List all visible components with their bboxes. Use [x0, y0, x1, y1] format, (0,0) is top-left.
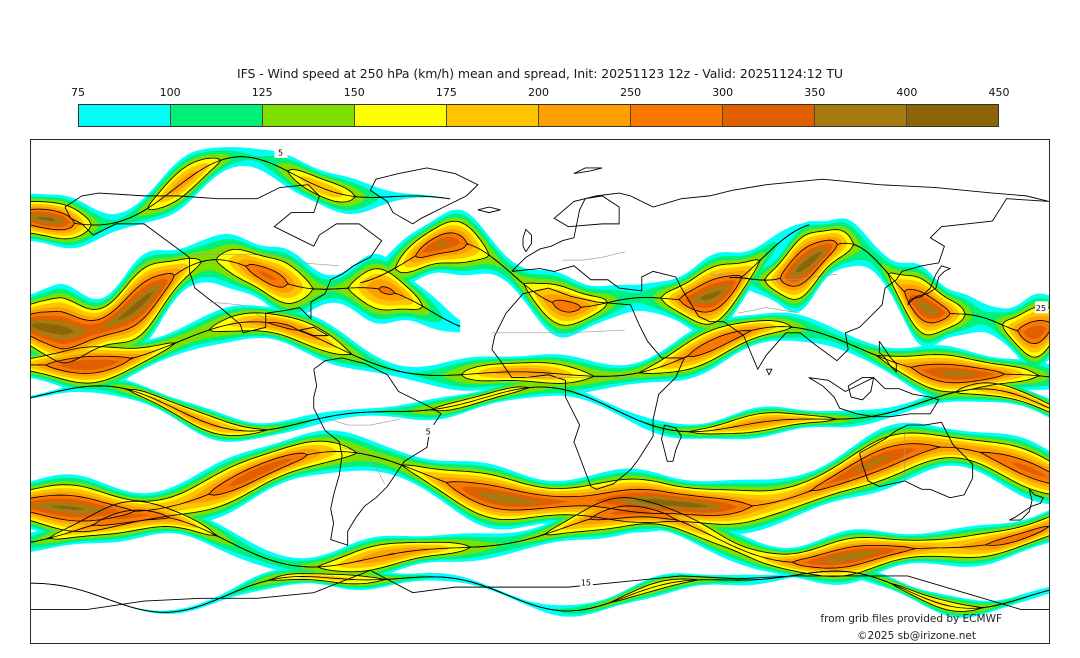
coastline-borneo [847, 377, 875, 401]
coastline-indonesia [808, 377, 940, 418]
jet-1-level-5 [31, 259, 461, 354]
coastline-iceland [477, 206, 501, 214]
coastline-south-america [313, 357, 442, 546]
jet-0-level-6 [31, 156, 451, 230]
coastline-philippines [878, 340, 897, 374]
contour-label-5: 5 [426, 427, 431, 436]
colorbar-segment-150-175 [355, 105, 447, 126]
colorbar-tick-350: 350 [804, 86, 826, 99]
coastline-india-sl [765, 368, 773, 376]
isotach-contour-jet1-lev6 [31, 259, 461, 350]
jet-4-level-8 [31, 321, 1049, 377]
coastline-uk [522, 228, 532, 253]
jet-8-level-3 [31, 571, 1049, 613]
colorbar: 75 100 125 150 175 200 250 300 350 400 450 [71, 86, 1010, 128]
spread-contour-labels: 5152555 [274, 145, 1049, 589]
colorbar-segment-125-150 [263, 105, 355, 126]
colorbar-segment-100-125 [171, 105, 263, 126]
jet-7-level-7 [31, 509, 1049, 568]
map-panel[interactable]: 5152555 [30, 139, 1050, 644]
jet-0-level-1 [31, 150, 451, 246]
isotach-contour-jet4-lev6 [31, 321, 1049, 384]
wind-speed-bands [31, 147, 1049, 618]
colorbar-tick-250: 250 [620, 86, 642, 99]
colorbar-tick-labels: 75 100 125 150 175 200 250 300 350 400 450 [71, 86, 1010, 102]
isotach-contour-jet7-lev3 [31, 497, 1049, 577]
chart-title: IFS - Wind speed at 250 hPa (km/h) mean … [237, 66, 843, 81]
jet-8-level-2 [31, 571, 1049, 614]
jet-0-level-0 [31, 147, 451, 249]
coastline-japan [907, 265, 952, 306]
contour-label-bg [274, 145, 288, 158]
data-source-credit: from grib files provided by ECMWF [820, 613, 1002, 625]
isotach-contour-jet3-lev6 [729, 239, 1049, 345]
colorbar-tick-125: 125 [251, 86, 273, 99]
colorbar-tick-75: 75 [71, 86, 85, 99]
colorbar-segment-250-300 [631, 105, 723, 126]
colorbar-segment-400-450 [907, 105, 998, 126]
coastlines [31, 167, 1049, 610]
jet-5-level-4 [31, 385, 1049, 433]
isotach-contour-jet5-lev6 [31, 385, 1049, 433]
colorbar-tick-300: 300 [712, 86, 734, 99]
isotach-contour-jet8-lev3 [31, 570, 1049, 613]
copyright-credit: ©2025 sb@irizone.net [857, 630, 976, 642]
wind-band-400-450-kmh [31, 156, 1049, 613]
jet-1-level-4 [31, 254, 461, 359]
isotach-contour-jet7-lev6 [31, 505, 1049, 569]
jet-6-level-7 [31, 447, 1049, 518]
isotach-contour-jet6-lev6 [31, 443, 1049, 522]
jet-6-level-6 [31, 443, 1049, 522]
coastline-nz [1009, 488, 1044, 521]
colorbar-tick-400: 400 [896, 86, 918, 99]
coastline-antarctica [31, 569, 1049, 610]
colorbar-tick-150: 150 [343, 86, 365, 99]
coastline-australia [859, 421, 974, 499]
isotach-contour-jet0-lev6 [31, 156, 451, 231]
colorbar-segment-75-100 [79, 105, 171, 126]
border-sa-2 [330, 419, 399, 426]
border-us-mexico [209, 301, 266, 320]
colorbar-tick-450: 450 [988, 86, 1010, 99]
colorbar-segment-175-200 [447, 105, 539, 126]
coastline-africa [491, 287, 685, 490]
coastline-europe-asia [511, 178, 1049, 371]
coastline-svalbard [573, 167, 603, 175]
colorbar-segment-200-250 [539, 105, 631, 126]
border-eu-1 [562, 251, 625, 261]
jet-3-level-9 [729, 243, 1049, 333]
contour-label-5: 5 [278, 148, 283, 157]
colorbar-tick-100: 100 [159, 86, 181, 99]
border-af-1 [491, 329, 625, 334]
isotach-contour-jet2-lev6 [360, 224, 810, 313]
jet-2-level-6 [360, 224, 810, 313]
colorbar-tick-175: 175 [435, 86, 457, 99]
coastline-greenland [369, 167, 479, 225]
contour-label-bg [422, 424, 436, 437]
contour-label-bg [1035, 301, 1049, 314]
border-us-canada [192, 254, 340, 267]
spread-contours [31, 156, 1049, 613]
contour-label-bg [579, 576, 593, 589]
colorbar-tick-200: 200 [528, 86, 549, 99]
wind-speed-contour-map: 5152555 [31, 140, 1049, 643]
coastline-cuba [299, 326, 330, 337]
contour-label-25: 25 [1036, 304, 1046, 313]
isotach-contour-jet8-lev6 [31, 570, 1049, 613]
colorbar-segment-300-350 [723, 105, 815, 126]
colorbar-swatches [78, 104, 999, 127]
border-as-2 [737, 307, 801, 314]
coastline-north-america [64, 184, 383, 334]
colorbar-segment-350-400 [815, 105, 907, 126]
contour-label-15: 15 [581, 579, 591, 588]
isotach-contour-jet3-lev3 [729, 229, 1049, 358]
